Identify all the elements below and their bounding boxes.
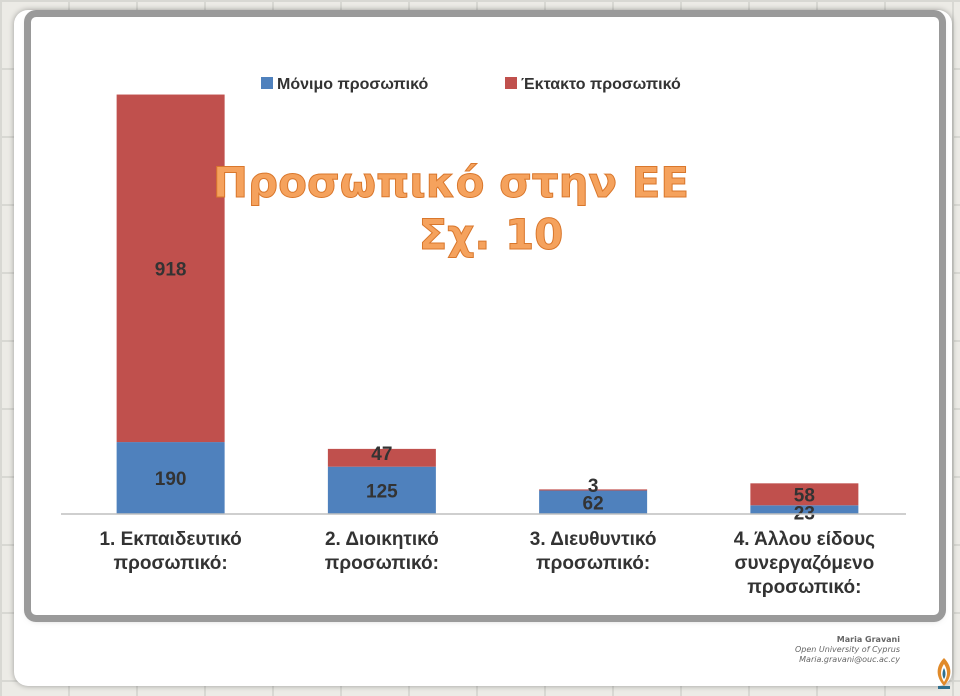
category-label-3-line-2: προσωπικό: — [536, 553, 650, 574]
data-label-1-series-1: 190 — [155, 469, 187, 490]
footer-credits: Maria Gravani Open University of Cyprus … — [795, 635, 900, 665]
legend-swatch-2 — [505, 77, 517, 89]
bar-4-series-1 — [750, 505, 859, 514]
legend-item-1: Μόνιμο προσωπικό — [261, 76, 428, 93]
stacked-bar-chart: Μόνιμο προσωπικό Έκτακτο προσωπικό 190 918… — [61, 76, 906, 598]
category-label-2-line-1: 2. Διοικητικό — [325, 529, 439, 550]
author-name: Maria Gravani — [836, 635, 900, 644]
author-email: Maria.gravani@ouc.ac.cy — [799, 655, 900, 664]
data-label-3-series-1: 62 — [583, 493, 604, 514]
category-label-4-line-1: 4. Άλλου είδους — [734, 529, 875, 550]
ouc-logo-icon — [937, 658, 951, 689]
legend-label-1: Μόνιμο προσωπικό — [277, 76, 428, 93]
bar-1-series-1 — [116, 442, 225, 514]
category-label-1-line-1: 1. Εκπαιδευτικό — [99, 529, 241, 550]
legend-item-2: Έκτακτο προσωπικό — [505, 76, 681, 93]
data-label-4-series-2: 58 — [794, 485, 815, 506]
category-label-2-line-2: προσωπικό: — [325, 553, 439, 574]
bar-1-series-2 — [116, 94, 225, 443]
data-label-1-series-2: 918 — [155, 259, 187, 280]
category-label-4-line-3: προσωπικό: — [747, 577, 861, 598]
bar-2-series-2 — [327, 448, 436, 467]
university-name: Open University of Cyprus — [795, 645, 900, 654]
bar-4-series-2 — [750, 483, 859, 506]
legend: Μόνιμο προσωπικό Έκτακτο προσωπικό — [261, 76, 681, 93]
data-label-3-series-2: 3 — [588, 476, 599, 497]
slide: Μόνιμο προσωπικό Έκτακτο προσωπικό 190 918… — [14, 10, 952, 689]
category-label-3-line-1: 3. Διευθυντικό — [530, 529, 657, 550]
category-labels: 1. Εκπαιδευτικό προσωπικό: 2. Διοικητικό πρ… — [99, 529, 875, 598]
bar-3-series-1 — [539, 490, 648, 514]
bar-2-series-1 — [327, 466, 436, 514]
category-label-1-line-2: προσωπικό: — [114, 553, 228, 574]
slide-title-line1: Προσωπικό στην ΕΕ — [213, 158, 689, 207]
bar-3-series-2 — [539, 489, 648, 491]
slide-title-line2: Σχ. 10 — [419, 210, 564, 259]
chart-frame: Μόνιμο προσωπικό Έκτακτο προσωπικό 190 918… — [30, 16, 940, 616]
data-label-2-series-1: 125 — [366, 481, 398, 502]
legend-swatch-1 — [261, 77, 273, 89]
data-label-2-series-2: 47 — [371, 444, 392, 465]
legend-label-2: Έκτακτο προσωπικό — [521, 76, 681, 93]
category-label-4-line-2: συνεργαζόμενο — [735, 553, 875, 574]
